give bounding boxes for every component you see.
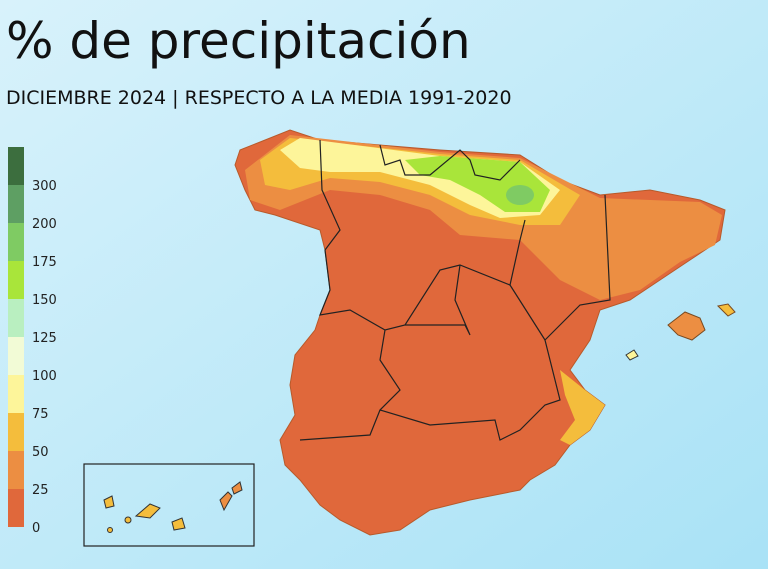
legend-swatch <box>8 223 24 261</box>
subtitle: DICIEMBRE 2024 | RESPECTO A LA MEDIA 199… <box>6 87 512 109</box>
legend-tick-label: 200 <box>32 217 57 232</box>
region-borders <box>319 139 341 251</box>
balearic-island <box>716 303 736 317</box>
green-patch <box>506 185 534 205</box>
legend-tick-label: 0 <box>32 521 40 536</box>
region-borders <box>379 144 521 181</box>
canary-island <box>107 527 113 533</box>
region-borders <box>379 194 611 441</box>
legend-swatch <box>8 337 24 375</box>
legend-tick-label: 75 <box>32 407 49 422</box>
region-borders <box>299 329 401 441</box>
legend-swatch <box>8 489 24 527</box>
legend-tick-label: 300 <box>32 179 57 194</box>
legend-swatch <box>8 147 24 185</box>
canary-island <box>134 503 161 519</box>
legend-tick-label: 50 <box>32 445 49 460</box>
canary-island <box>219 491 233 512</box>
balearic-island <box>667 311 706 341</box>
legend-swatch <box>8 375 24 413</box>
east-yellow <box>560 370 605 445</box>
legend: 0 25 50 75 100 125 150 175 200 300 <box>8 147 57 536</box>
region-borders <box>509 284 546 341</box>
legend-swatch <box>8 261 24 299</box>
canary-island <box>171 517 186 531</box>
canary-island <box>103 495 115 509</box>
legend-swatch <box>8 451 24 489</box>
region-borders <box>405 264 471 336</box>
legend-tick-label: 25 <box>32 483 49 498</box>
canary-island <box>124 516 132 524</box>
legend-tick-label: 175 <box>32 255 57 270</box>
legend-swatch <box>8 185 24 223</box>
legend-tick-label: 125 <box>32 331 57 346</box>
legend-swatch <box>8 299 24 337</box>
canary-island <box>231 481 243 495</box>
canary-inset <box>83 463 255 547</box>
spain-map <box>83 129 736 547</box>
legend-swatch <box>8 413 24 451</box>
balearic-island <box>625 349 639 361</box>
title: % de precipitación <box>6 12 471 70</box>
legend-tick-label: 150 <box>32 293 57 308</box>
legend-tick-label: 100 <box>32 369 57 384</box>
